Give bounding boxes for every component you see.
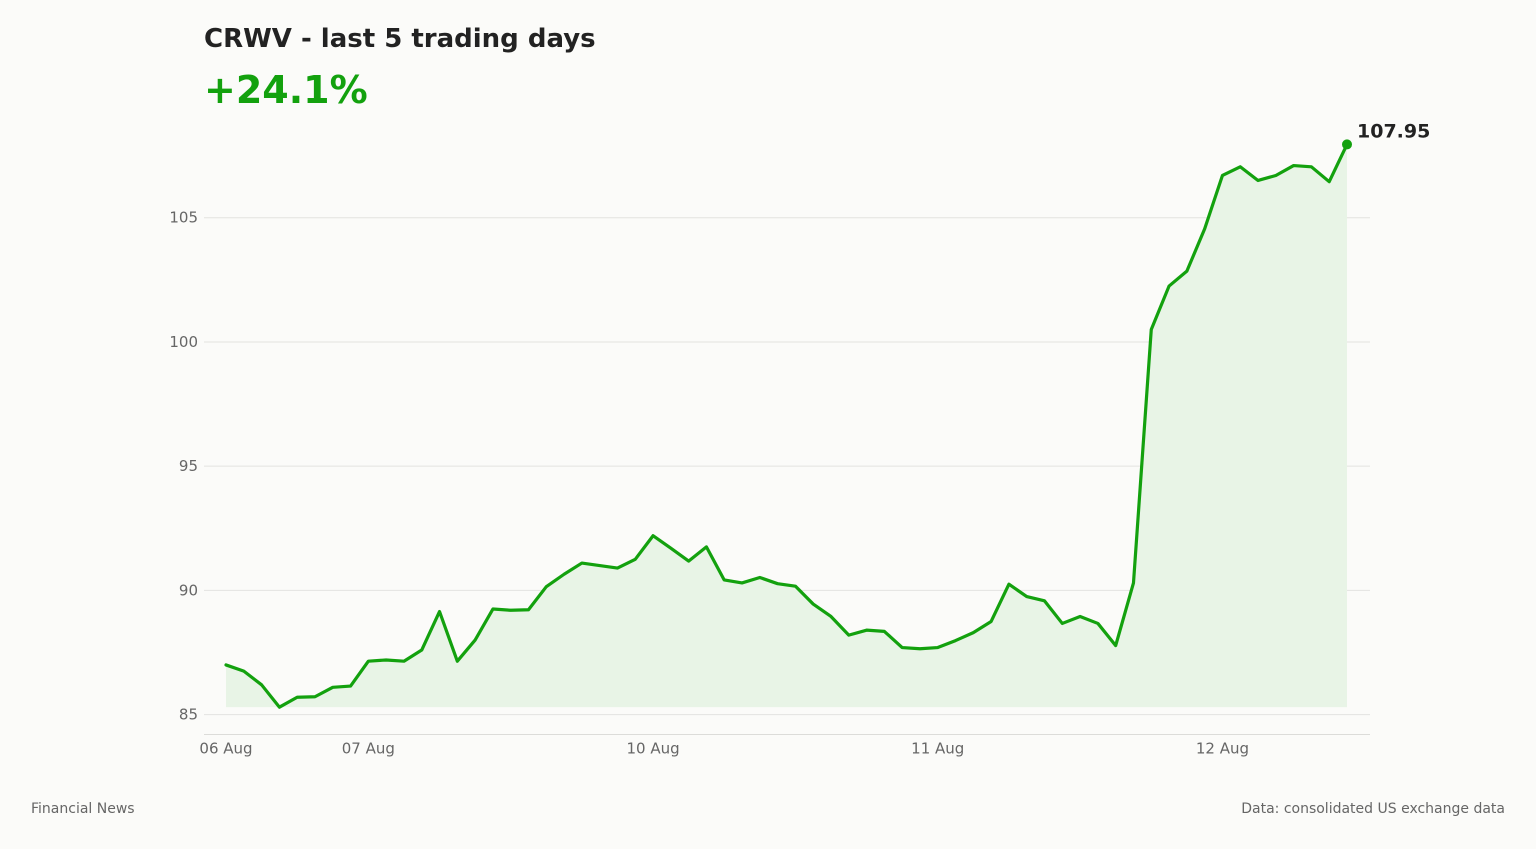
x-tick-label: 11 Aug — [911, 740, 964, 758]
price-point — [1220, 173, 1224, 177]
x-tick-label: 12 Aug — [1196, 740, 1249, 758]
price-point — [865, 628, 869, 632]
price-point — [971, 631, 975, 635]
footer-source-left: Financial News — [31, 801, 135, 817]
price-point — [829, 614, 833, 618]
price-point — [402, 659, 406, 663]
price-point — [900, 646, 904, 650]
price-point — [1256, 178, 1260, 182]
price-point — [847, 633, 851, 637]
price-point — [669, 546, 673, 550]
price-point — [1025, 595, 1029, 599]
price-point — [580, 561, 584, 565]
price-area-fill — [226, 144, 1347, 708]
price-point — [366, 659, 370, 663]
y-axis-ticks: 85 90 95 100 105 — [169, 209, 198, 724]
price-point — [1149, 328, 1153, 332]
percent-change: +24.1% — [204, 68, 368, 112]
price-point — [473, 638, 477, 642]
chart-title: CRWV - last 5 trading days — [204, 24, 596, 54]
price-point — [260, 683, 264, 687]
price-point — [420, 648, 424, 652]
price-point — [1327, 180, 1331, 184]
price-point — [455, 659, 459, 663]
x-tick-label: 06 Aug — [199, 740, 252, 758]
y-tick-label: 105 — [169, 209, 198, 227]
price-point — [1060, 621, 1064, 625]
price-line — [224, 142, 1349, 709]
x-tick-label: 07 Aug — [342, 740, 395, 758]
price-point — [1203, 227, 1207, 231]
price-point — [633, 557, 637, 561]
footer-source-right: Data: consolidated US exchange data — [1241, 801, 1505, 817]
price-point — [349, 684, 353, 688]
price-point — [1167, 284, 1171, 288]
price-point — [1078, 614, 1082, 618]
price-point — [224, 663, 228, 667]
price-point — [544, 585, 548, 589]
y-tick-label: 85 — [179, 706, 198, 724]
price-point — [1309, 165, 1313, 169]
price-point — [740, 581, 744, 585]
price-point — [1043, 599, 1047, 603]
price-point — [526, 608, 530, 612]
price-point — [509, 608, 513, 612]
price-point — [793, 584, 797, 588]
price-point — [758, 575, 762, 579]
price-point — [438, 610, 442, 614]
y-tick-label: 100 — [169, 333, 198, 351]
price-point — [277, 705, 281, 709]
price-point — [1007, 582, 1011, 586]
price-point — [1096, 621, 1100, 625]
price-point — [1274, 173, 1278, 177]
price-point — [562, 572, 566, 576]
price-point — [384, 658, 388, 662]
price-point — [811, 602, 815, 606]
price-point — [491, 607, 495, 611]
price-point — [722, 578, 726, 582]
price-point — [704, 545, 708, 549]
price-point — [882, 629, 886, 633]
price-point — [295, 695, 299, 699]
price-point — [687, 559, 691, 563]
price-point — [1292, 164, 1296, 168]
price-point — [954, 639, 958, 643]
price-point — [1114, 644, 1118, 648]
price-point — [615, 566, 619, 570]
price-point — [1185, 269, 1189, 273]
price-point — [776, 582, 780, 586]
price-point — [598, 564, 602, 568]
y-tick-label: 95 — [179, 457, 198, 475]
price-point — [242, 669, 246, 673]
y-tick-label: 90 — [179, 581, 198, 599]
price-point — [331, 685, 335, 689]
price-point — [918, 647, 922, 651]
price-point — [1238, 165, 1242, 169]
last-price-label: 107.95 — [1357, 120, 1430, 142]
price-point — [651, 534, 655, 538]
price-point — [989, 619, 993, 623]
x-axis-ticks: 06 Aug 07 Aug 10 Aug 11 Aug 12 Aug — [199, 740, 1249, 758]
price-point — [313, 695, 317, 699]
price-point — [936, 646, 940, 650]
x-tick-label: 10 Aug — [626, 740, 679, 758]
price-point — [1131, 581, 1135, 585]
last-price-point — [1342, 139, 1352, 150]
